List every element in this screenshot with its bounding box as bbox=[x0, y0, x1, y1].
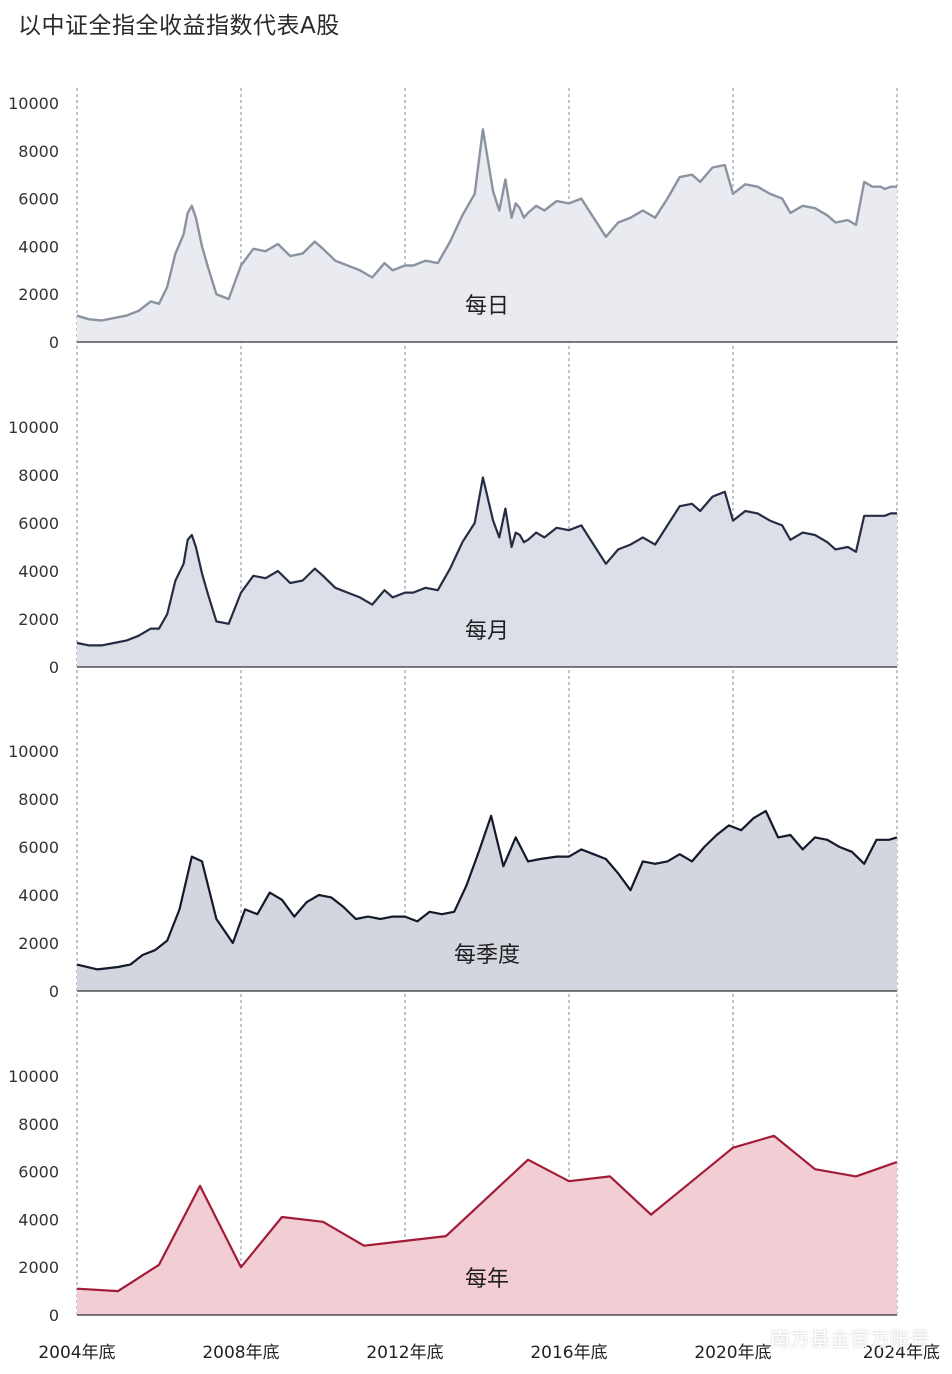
chart-title: 以中证全指全收益指数代表A股 bbox=[18, 13, 340, 39]
y-tick-label: 6000 bbox=[18, 190, 59, 209]
y-tick-label: 2000 bbox=[18, 1258, 59, 1277]
panel-0: 0 2000 4000 6000 8000 10000 每日 bbox=[8, 94, 897, 352]
y-tick-label: 6000 bbox=[18, 514, 59, 533]
panel-1: 0 2000 4000 6000 8000 10000 每月 bbox=[8, 418, 897, 677]
panel-2: 0 2000 4000 6000 8000 10000 每季度 bbox=[8, 742, 898, 1001]
y-tick-label: 6000 bbox=[18, 838, 59, 857]
x-tick-label: 2012年底 bbox=[366, 1343, 443, 1363]
y-tick-label: 0 bbox=[49, 333, 59, 352]
series-line bbox=[76, 809, 898, 971]
y-tick-label: 2000 bbox=[18, 934, 59, 953]
series-area bbox=[77, 811, 897, 991]
x-tick-label: 2024年底 bbox=[863, 1343, 940, 1363]
series-area bbox=[77, 129, 897, 342]
x-tick-label: 2020年底 bbox=[694, 1343, 771, 1363]
series-area bbox=[77, 477, 897, 667]
panel-label: 每日 bbox=[465, 294, 509, 319]
series-line bbox=[76, 1134, 898, 1293]
series-area bbox=[77, 1135, 897, 1315]
y-tick-label: 0 bbox=[49, 658, 59, 677]
y-tick-label: 10000 bbox=[8, 1067, 59, 1086]
y-tick-label: 6000 bbox=[18, 1163, 59, 1182]
y-tick-label: 8000 bbox=[18, 790, 59, 809]
series-line bbox=[76, 476, 897, 647]
watermark-text: 南方基金官方账号 bbox=[770, 1327, 930, 1351]
series-line bbox=[76, 128, 897, 322]
y-tick-label: 10000 bbox=[8, 418, 59, 437]
y-tick-label: 4000 bbox=[18, 237, 59, 256]
y-tick-label: 8000 bbox=[18, 1115, 59, 1134]
panel-3: 0 2000 4000 6000 8000 10000 每年 bbox=[8, 1067, 898, 1325]
x-tick-label: 2008年底 bbox=[202, 1343, 279, 1363]
x-tick-label: 2004年底 bbox=[38, 1343, 115, 1363]
y-tick-label: 2000 bbox=[18, 285, 59, 304]
y-tick-label: 0 bbox=[49, 1306, 59, 1325]
y-tick-label: 0 bbox=[49, 982, 59, 1001]
y-tick-label: 8000 bbox=[18, 466, 59, 485]
y-tick-label: 4000 bbox=[18, 1210, 59, 1229]
y-tick-label: 4000 bbox=[18, 886, 59, 905]
x-tick-label: 2016年底 bbox=[530, 1343, 607, 1363]
y-tick-label: 10000 bbox=[8, 742, 59, 761]
panel-label: 每年 bbox=[465, 1267, 509, 1292]
y-tick-label: 10000 bbox=[8, 94, 59, 113]
panel-label: 每季度 bbox=[454, 943, 520, 968]
y-tick-label: 4000 bbox=[18, 562, 59, 581]
y-tick-label: 2000 bbox=[18, 610, 59, 629]
y-tick-label: 8000 bbox=[18, 142, 59, 161]
panel-label: 每月 bbox=[465, 619, 509, 644]
